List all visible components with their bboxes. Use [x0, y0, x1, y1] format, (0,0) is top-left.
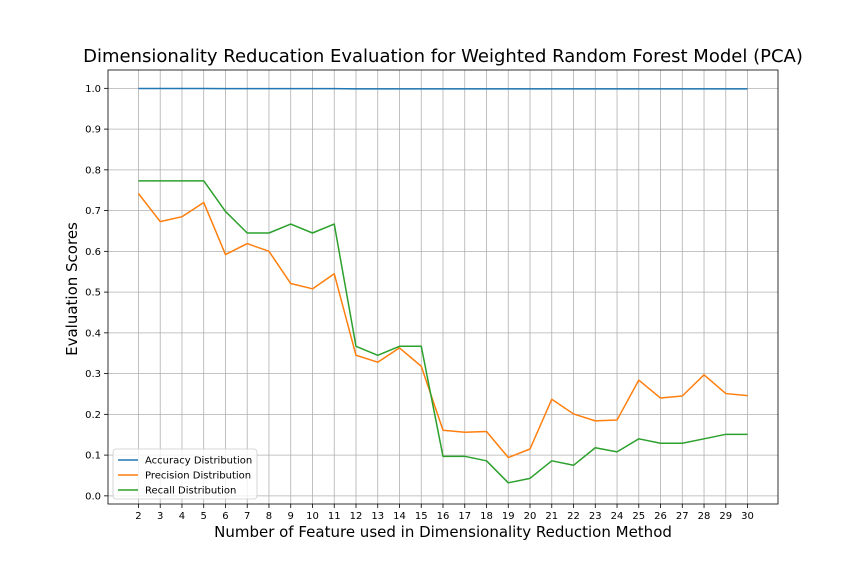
x-tick-label: 22: [567, 511, 580, 522]
y-tick-label: 0.1: [85, 451, 101, 462]
legend-entry: Recall Distribution: [145, 486, 236, 497]
y-tick-label: 0.2: [85, 410, 101, 421]
x-tick-label: 11: [328, 511, 341, 522]
series-lines: [137, 87, 748, 484]
y-tick-label: 0.7: [85, 206, 101, 217]
y-tick-label: 0.4: [85, 328, 101, 339]
legend-entry: Accuracy Distribution: [145, 456, 252, 467]
x-tick-label: 15: [415, 511, 428, 522]
y-tick-label: 0.5: [85, 288, 101, 299]
x-tick-label: 14: [393, 511, 406, 522]
x-tick-label: 2: [135, 511, 141, 522]
x-tick-label: 13: [371, 511, 384, 522]
y-tick-label: 0.3: [85, 369, 101, 380]
y-tick-label: 1.0: [85, 84, 101, 95]
x-tick-label: 9: [288, 511, 294, 522]
x-tick-label: 25: [632, 511, 645, 522]
y-axis-label: Evaluation Scores: [63, 222, 81, 356]
y-tick-label: 0.9: [85, 125, 101, 136]
x-tick-label: 10: [306, 511, 319, 522]
y-tick-label: 0.8: [85, 165, 101, 176]
legend: Accuracy Distribution Precision Distribut…: [112, 448, 258, 500]
chart-title: Dimensionality Reducation Evaluation for…: [83, 46, 803, 67]
series-line-recall-distribution: [138, 180, 748, 484]
y-axis-ticks: 0.0 0.1 0.2 0.3 0.4 0.5 0.6 0.7 0.8 0.9 1.0: [85, 84, 108, 502]
x-tick-label: 28: [698, 511, 711, 522]
x-axis-ticks: 2 3 4 5 6 7 8 9 10 11 12 13 14 15 16 17 18 19 20 21 22 23 24 25…: [135, 504, 754, 522]
legend-box: [112, 448, 258, 500]
y-tick-label: 0.6: [85, 247, 101, 258]
x-tick-label: 26: [654, 511, 667, 522]
x-tick-label: 17: [458, 511, 471, 522]
x-tick-label: 18: [480, 511, 493, 522]
x-tick-label: 5: [201, 511, 207, 522]
x-tick-label: 7: [244, 511, 250, 522]
y-tick-label: 0.0: [85, 491, 101, 502]
x-tick-label: 8: [266, 511, 272, 522]
x-tick-label: 21: [545, 511, 558, 522]
x-tick-label: 19: [502, 511, 515, 522]
x-tick-label: 6: [222, 511, 228, 522]
series-line-precision-distribution: [137, 193, 748, 459]
x-tick-label: 23: [589, 511, 602, 522]
x-axis-label: Number of Feature used in Dimensionality…: [214, 523, 672, 541]
x-tick-label: 16: [437, 511, 450, 522]
x-tick-label: 12: [350, 511, 363, 522]
grid-lines: [108, 70, 778, 504]
x-tick-label: 4: [179, 511, 185, 522]
x-tick-label: 3: [157, 511, 163, 522]
x-tick-label: 29: [719, 511, 732, 522]
x-tick-label: 30: [741, 511, 754, 522]
legend-entry: Precision Distribution: [145, 471, 251, 482]
x-tick-label: 20: [524, 511, 537, 522]
x-tick-label: 24: [611, 511, 624, 522]
x-tick-label: 27: [676, 511, 689, 522]
